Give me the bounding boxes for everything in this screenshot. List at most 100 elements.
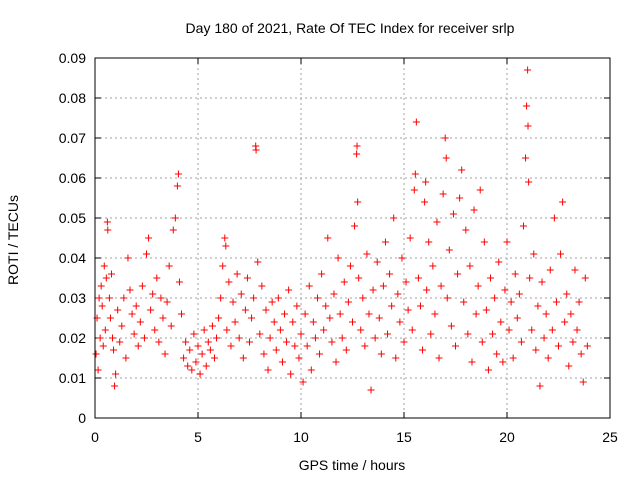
data-point (171, 214, 179, 222)
data-point (107, 270, 115, 278)
data-point (215, 314, 223, 322)
data-point (206, 346, 214, 354)
data-point (571, 266, 579, 274)
data-point (106, 314, 114, 322)
data-point (110, 346, 118, 354)
data-point (295, 354, 303, 362)
data-point (369, 286, 377, 294)
data-point (122, 354, 130, 362)
data-point (221, 234, 229, 242)
data-point (153, 274, 161, 282)
data-point (340, 278, 348, 286)
data-point (182, 338, 190, 346)
data-point (128, 310, 136, 318)
data-point (491, 294, 499, 302)
data-point (283, 338, 291, 346)
data-point (198, 350, 206, 358)
data-point (285, 286, 293, 294)
data-point (281, 310, 289, 318)
data-point (95, 294, 103, 302)
data-point (552, 298, 560, 306)
data-point (338, 334, 346, 342)
grid (95, 58, 610, 418)
data-point (394, 290, 402, 298)
data-point (109, 334, 117, 342)
data-point (412, 118, 420, 126)
data-point (149, 290, 157, 298)
data-point (454, 270, 462, 278)
data-point (442, 154, 450, 162)
data-point (120, 294, 128, 302)
data-point (396, 318, 404, 326)
data-point (363, 250, 371, 258)
x-tick-label: 20 (499, 429, 515, 445)
data-point (524, 66, 532, 74)
data-point (186, 346, 194, 354)
data-point (126, 286, 134, 294)
y-axis-label: ROTI / TECUs (5, 195, 21, 285)
data-point (254, 258, 262, 266)
data-points (92, 66, 591, 394)
data-point (235, 334, 243, 342)
data-point (161, 350, 169, 358)
data-point (200, 326, 208, 334)
data-point (522, 154, 530, 162)
data-point (293, 302, 301, 310)
data-point (344, 298, 352, 306)
data-point (542, 310, 550, 318)
data-point (330, 290, 338, 298)
data-point (101, 326, 109, 334)
data-point (202, 362, 210, 370)
data-point (398, 254, 406, 262)
data-point (480, 238, 488, 246)
data-point (524, 122, 532, 130)
x-tick-label: 0 (91, 429, 99, 445)
data-point (118, 322, 126, 330)
data-point (367, 386, 375, 394)
data-point (309, 318, 317, 326)
data-point (104, 226, 112, 234)
data-point (307, 366, 315, 374)
data-point (435, 354, 443, 362)
data-point (377, 350, 385, 358)
data-point (544, 354, 552, 362)
data-point (416, 302, 424, 310)
data-point (462, 226, 470, 234)
data-point (98, 302, 106, 310)
data-point (151, 326, 159, 334)
data-point (487, 274, 495, 282)
x-tick-label: 10 (293, 429, 309, 445)
data-point (241, 306, 249, 314)
data-point (569, 338, 577, 346)
data-point (143, 250, 150, 258)
data-point (194, 342, 202, 350)
data-point (550, 214, 558, 222)
y-tick-label: 0.05 (59, 210, 86, 226)
y-tick-label: 0.01 (59, 370, 86, 386)
data-point (326, 314, 334, 322)
data-point (386, 270, 394, 278)
data-point (175, 278, 183, 286)
data-point (456, 194, 464, 202)
data-point (138, 282, 146, 290)
data-point (476, 186, 484, 194)
data-point (497, 318, 505, 326)
data-point (557, 250, 565, 258)
data-point (208, 322, 216, 330)
data-point (530, 250, 538, 258)
data-point (414, 274, 422, 282)
data-point (546, 266, 554, 274)
data-point (449, 210, 457, 218)
data-point (124, 254, 132, 262)
x-tick-label: 5 (194, 429, 202, 445)
data-point (324, 234, 332, 242)
data-point (225, 278, 233, 286)
data-point (130, 330, 138, 338)
data-point (411, 170, 419, 178)
data-point (237, 290, 245, 298)
data-point (573, 326, 581, 334)
data-point (579, 378, 587, 386)
x-tick-label: 15 (396, 429, 412, 445)
data-point (243, 274, 251, 282)
data-point (190, 330, 198, 338)
